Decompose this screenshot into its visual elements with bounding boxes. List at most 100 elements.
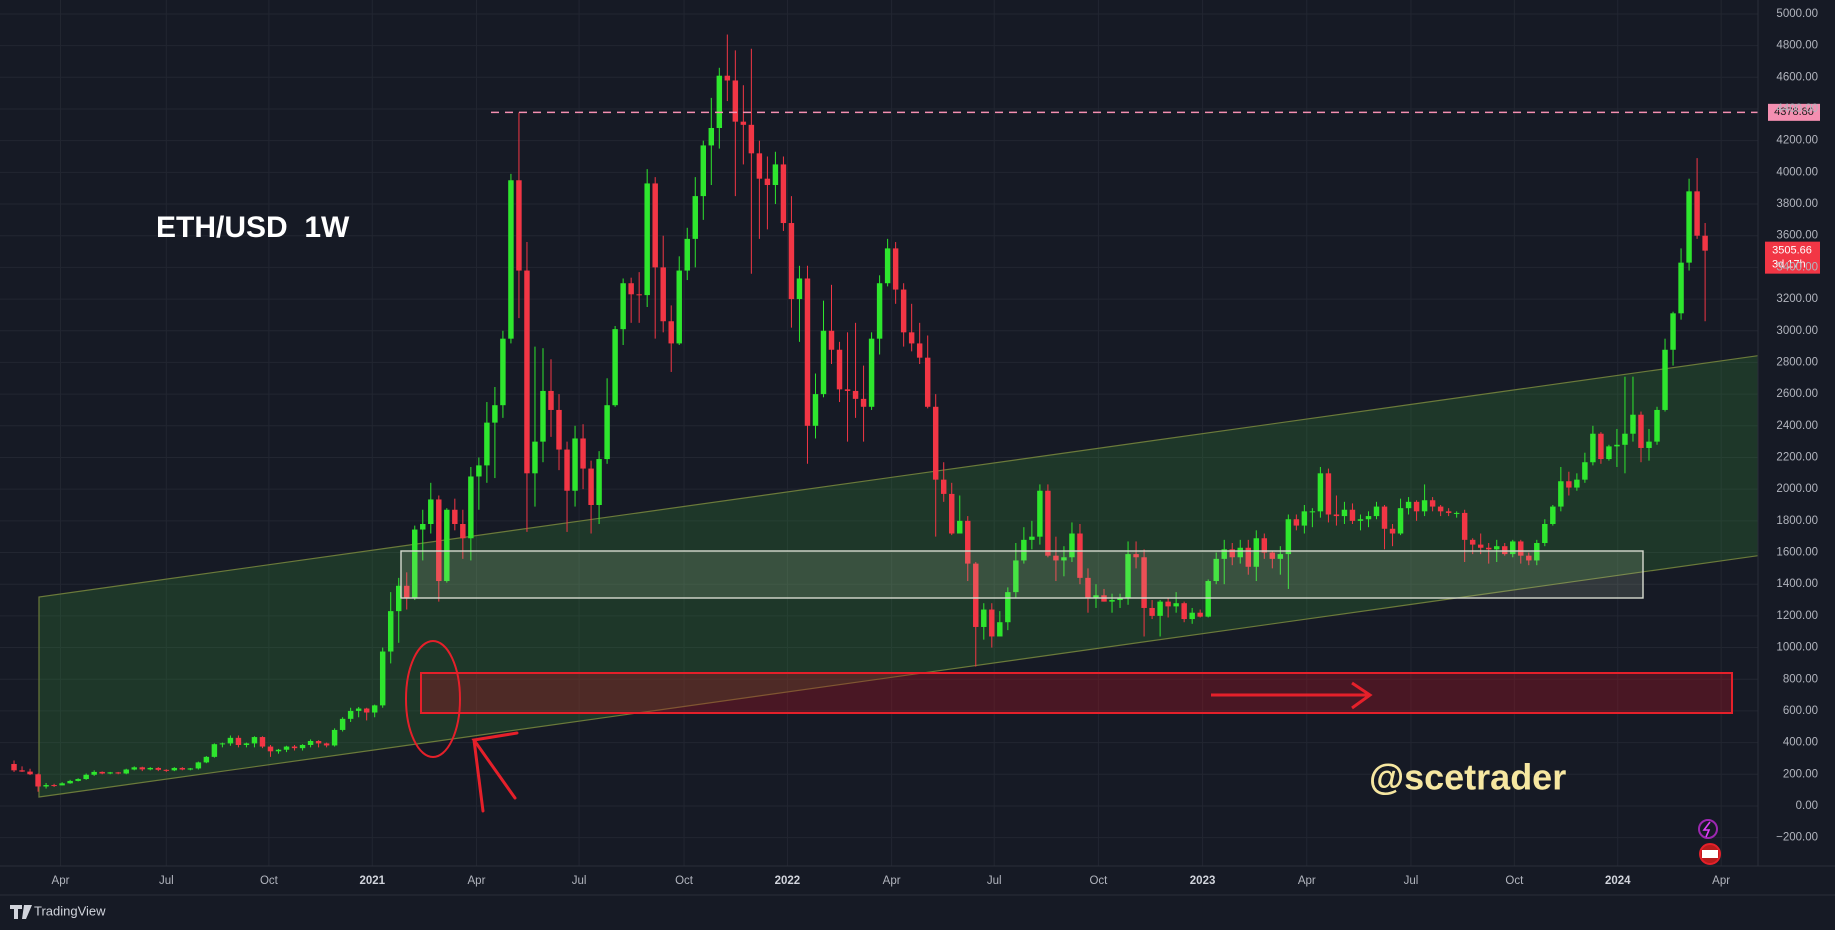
candle-body <box>1598 433 1604 460</box>
candle-body <box>556 409 562 450</box>
candle-body <box>428 499 434 525</box>
x-tick-label: Oct <box>1505 875 1524 887</box>
candle-body <box>331 729 338 746</box>
box-arrow <box>1211 681 1373 710</box>
candle-body <box>572 438 578 491</box>
candle-body <box>916 343 923 358</box>
candle-body <box>596 459 602 505</box>
candle-body <box>756 153 763 179</box>
alert-icon[interactable] <box>1698 819 1718 839</box>
x-tick-label: 2021 <box>359 875 385 887</box>
candle-body <box>588 468 594 505</box>
candle-body <box>1485 547 1492 550</box>
candle-body <box>347 710 354 719</box>
candle-body <box>436 499 442 582</box>
candle-body <box>1630 414 1636 434</box>
candle-body <box>444 509 450 582</box>
candle-body <box>147 767 153 770</box>
candle-body <box>940 479 947 494</box>
x-tick-label: Jul <box>159 875 174 887</box>
candle-body <box>1133 554 1139 558</box>
x-tick-label: Jul <box>1404 875 1419 887</box>
candle-body <box>452 509 458 525</box>
x-tick-label: Apr <box>468 875 486 887</box>
y-tick-label: 3400.00 <box>1776 261 1818 273</box>
candle-body <box>732 80 739 122</box>
price-label-box <box>1765 241 1820 274</box>
candle-body <box>1037 490 1043 537</box>
candle-body <box>1686 191 1692 263</box>
y-tick-label: 3600.00 <box>1776 230 1818 242</box>
candle-body <box>1325 473 1332 515</box>
candle-body <box>1013 560 1019 593</box>
candle-body <box>259 737 266 747</box>
candle-body <box>195 762 202 769</box>
candle-body <box>1670 313 1676 350</box>
candle-body <box>171 767 178 771</box>
candle-body <box>1213 558 1219 582</box>
candle-body <box>35 774 41 787</box>
candle-body <box>460 524 466 539</box>
candle-body <box>1542 524 1548 544</box>
candle-body <box>836 349 843 390</box>
candle-body <box>1045 490 1051 556</box>
alert-icon-bolt <box>1702 821 1711 838</box>
candle-body <box>516 180 522 271</box>
candle-body <box>532 441 538 474</box>
candle-body <box>11 763 17 771</box>
candle-body <box>67 780 73 784</box>
candle-body <box>1261 538 1268 553</box>
candle-body <box>1582 462 1588 480</box>
candle-body <box>1293 519 1300 526</box>
candle-body <box>299 744 306 749</box>
x-tick-label: Jul <box>987 875 1002 887</box>
candle-body <box>844 389 851 391</box>
x-tick-label: Apr <box>883 875 901 887</box>
candle-body <box>283 746 290 750</box>
candle-body <box>83 774 89 780</box>
y-tick-label: 1600.00 <box>1776 547 1818 559</box>
candle-body <box>684 238 690 271</box>
candle-body <box>1429 500 1436 507</box>
x-tick-label: Oct <box>1089 875 1108 887</box>
candle-body <box>876 283 883 339</box>
price-label: 3505.66 3d 17h <box>1765 241 1820 274</box>
candle-body <box>1590 433 1596 463</box>
candle-body <box>1125 554 1131 599</box>
price-label-text: 3505.66 <box>1772 245 1812 257</box>
candle-body <box>91 771 97 775</box>
candle-body <box>1109 600 1115 602</box>
candle-body <box>1165 601 1171 607</box>
candle-body <box>1566 481 1572 488</box>
candle-body <box>724 75 731 81</box>
candle-body <box>1638 414 1644 448</box>
drawings <box>400 111 1758 813</box>
watermark: @scetrader <box>1369 757 1566 798</box>
candle-body <box>908 332 915 344</box>
y-tick-label: 1800.00 <box>1776 515 1818 527</box>
candle-body <box>965 520 971 564</box>
candle-body <box>644 183 650 296</box>
candle-body <box>1654 409 1660 442</box>
candle-body <box>227 737 234 744</box>
candle-body <box>1445 511 1452 513</box>
candle-body <box>275 749 282 752</box>
y-tick-label: 200.00 <box>1783 768 1818 780</box>
candle-body <box>1413 501 1420 512</box>
x-tick-label: 2024 <box>1605 875 1631 887</box>
x-tick-label: Apr <box>52 875 70 887</box>
candle-body <box>740 121 747 125</box>
candle-body <box>828 330 835 350</box>
candle-body <box>371 705 378 713</box>
candle-body <box>307 741 314 745</box>
brand-name[interactable]: TradingView <box>34 903 106 918</box>
x-tick-label: Jul <box>572 875 587 887</box>
candle-body <box>989 609 995 637</box>
candle-body <box>788 223 795 300</box>
candle-body <box>27 771 33 775</box>
candle-body <box>412 529 418 598</box>
candle-body <box>211 744 218 757</box>
candle-body <box>1477 544 1484 548</box>
x-tick-label: Apr <box>1712 875 1730 887</box>
